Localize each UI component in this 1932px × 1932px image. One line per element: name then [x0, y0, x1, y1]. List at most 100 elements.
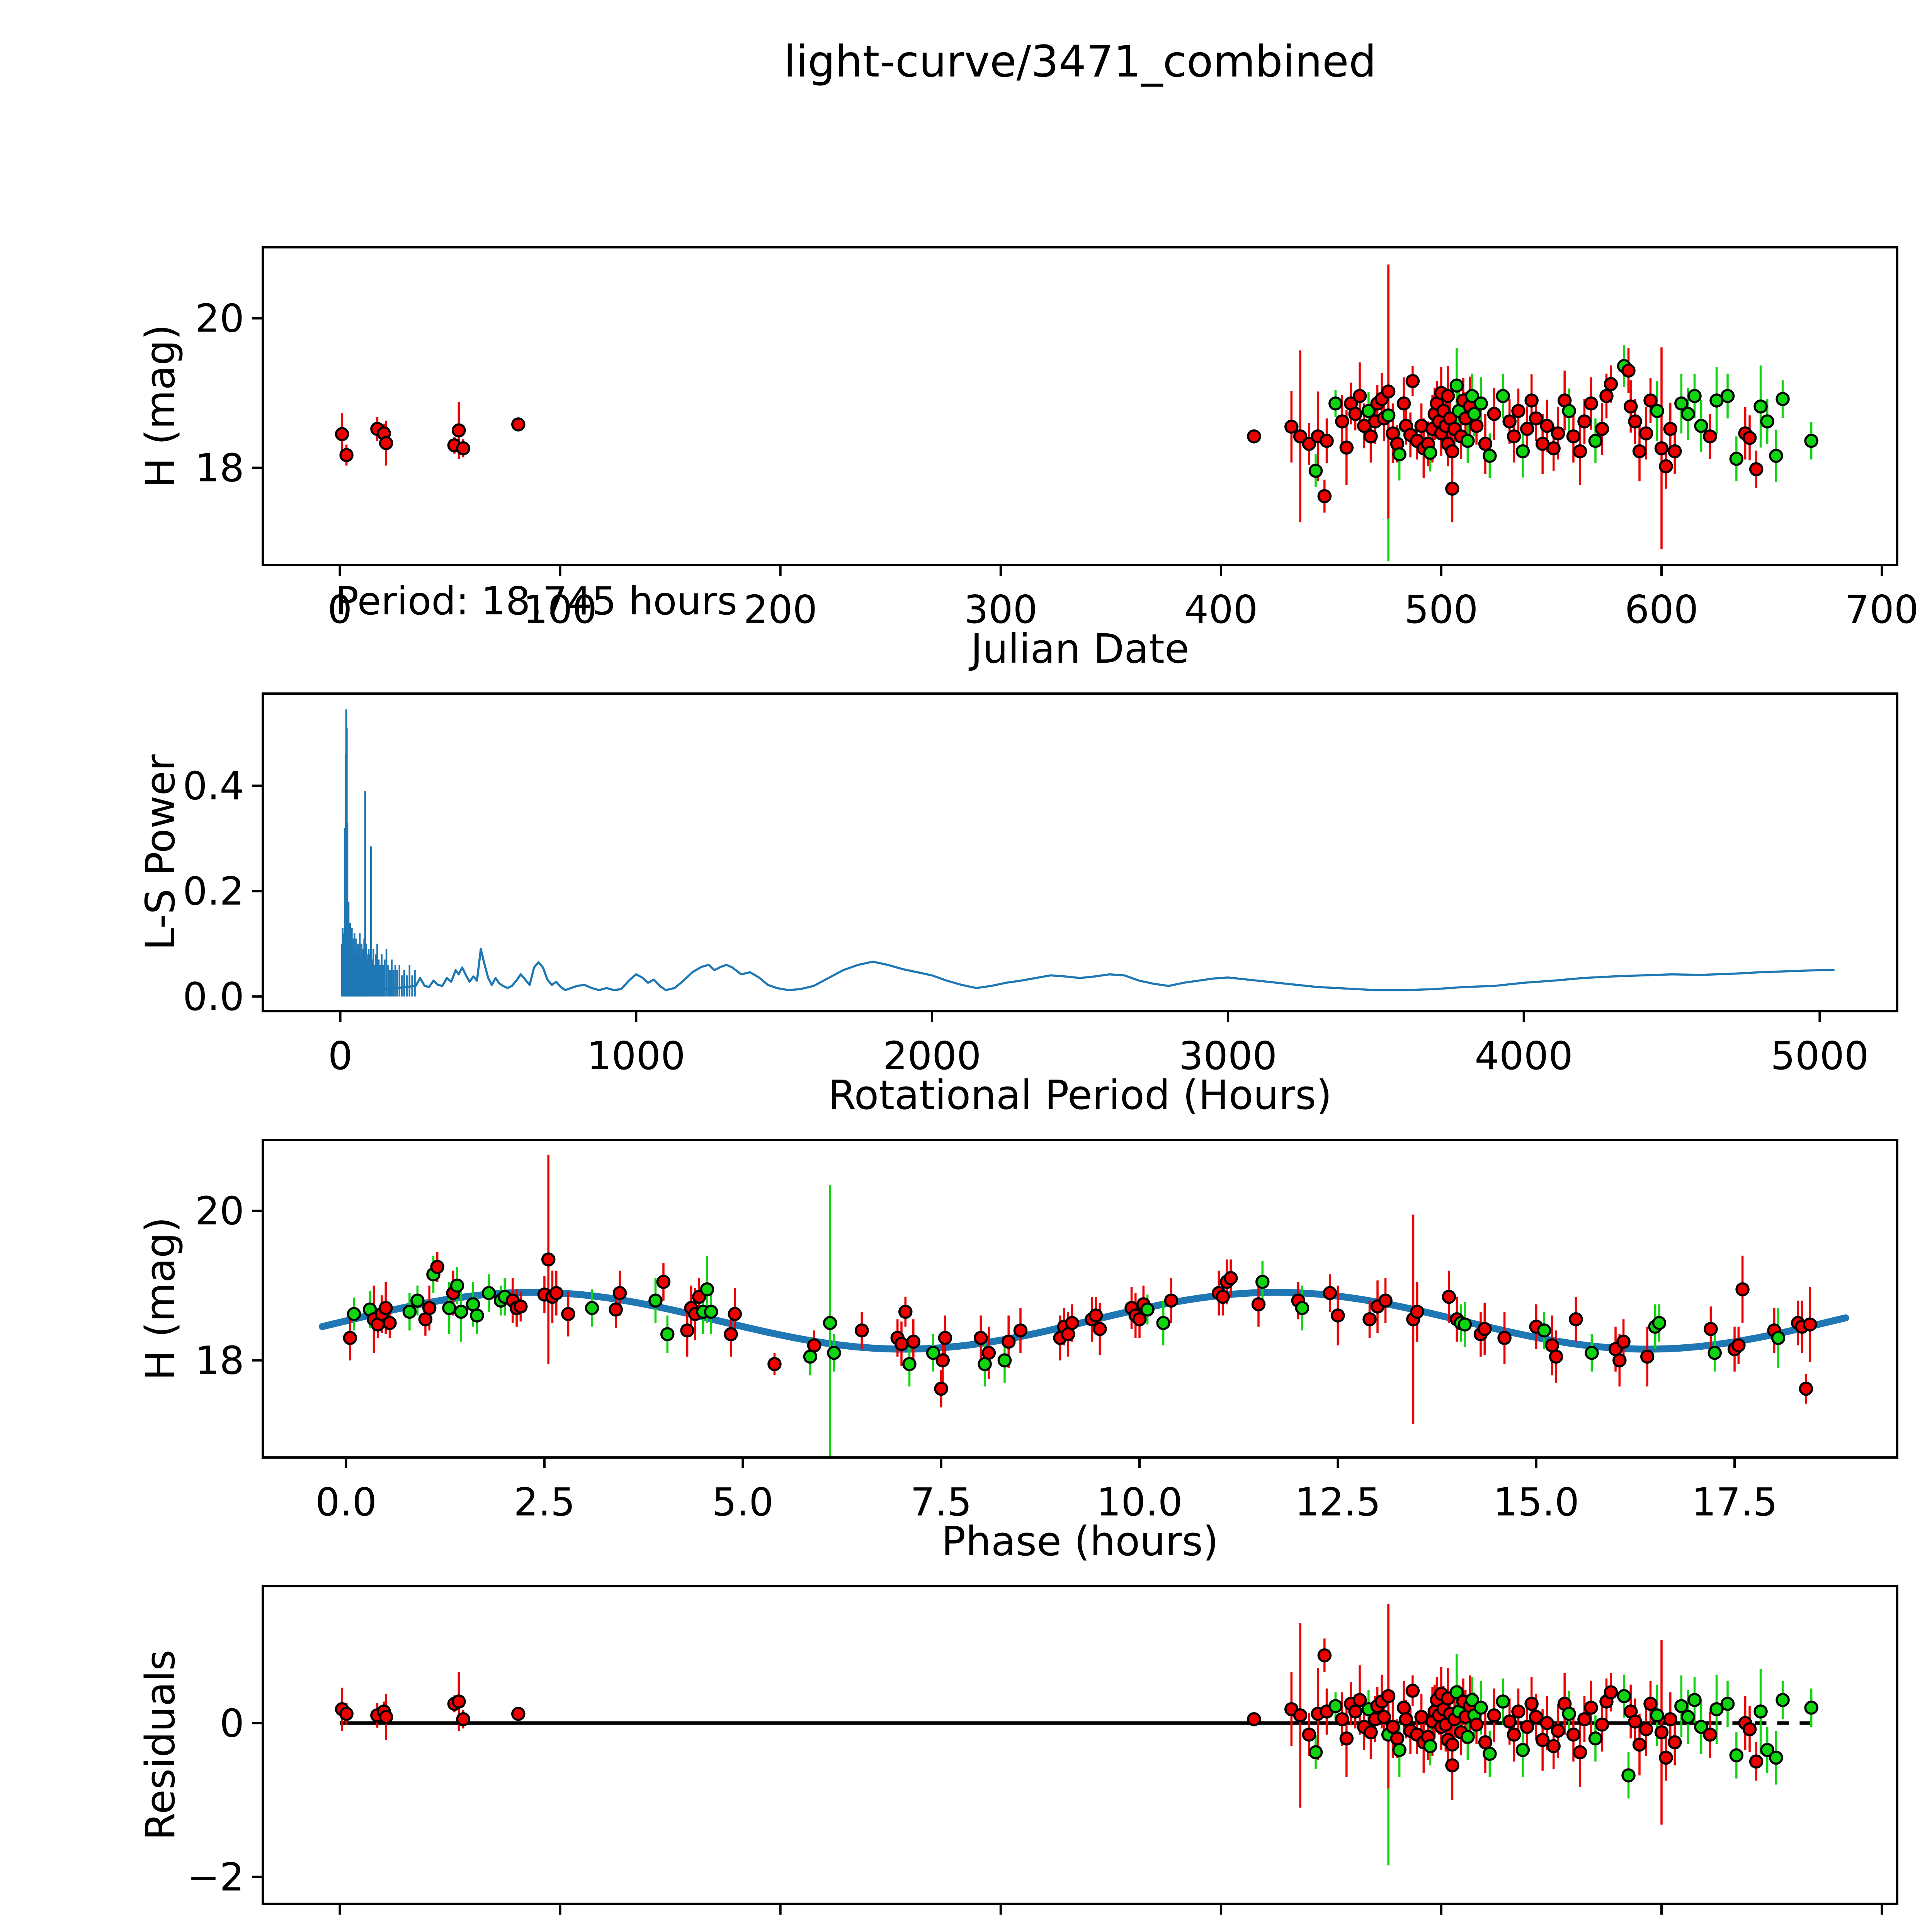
x-tick-label: 5000 [1770, 1033, 1869, 1078]
data-point [1595, 422, 1609, 436]
x-tick-label: 15.0 [1493, 1480, 1579, 1525]
data-point [1502, 414, 1517, 429]
data-point [1639, 426, 1653, 440]
data-point [1364, 1725, 1378, 1740]
data-point [514, 1299, 528, 1314]
data-point [379, 436, 393, 450]
data-point [1423, 1739, 1437, 1753]
data-point [1392, 1743, 1406, 1757]
data-point [1566, 429, 1581, 444]
data-point [1667, 1735, 1682, 1750]
x-tick-label: 7.5 [910, 1480, 972, 1525]
data-point [1377, 1710, 1391, 1724]
x-tick-label: 0 [328, 587, 352, 632]
data-point [1465, 1693, 1479, 1707]
data-point [1639, 1722, 1653, 1736]
data-point [1302, 1727, 1316, 1742]
data-point [1352, 389, 1367, 403]
x-tick-label: 100 [523, 1926, 597, 1932]
data-point [1362, 1312, 1377, 1327]
data-point [1628, 1714, 1642, 1729]
x-tick-label: 5.0 [712, 1480, 774, 1525]
data-point [561, 1307, 575, 1321]
data-point [1616, 1334, 1631, 1349]
data-point [1445, 1737, 1459, 1752]
data-point [1381, 384, 1396, 399]
data-point [894, 1337, 909, 1351]
data-point [728, 1307, 742, 1321]
data-point [1674, 1699, 1689, 1713]
data-point [585, 1301, 599, 1315]
data-point [1511, 1704, 1526, 1719]
data-point [1709, 1702, 1724, 1716]
data-point [1396, 396, 1411, 411]
data-point [1632, 1737, 1647, 1752]
data-point [1478, 437, 1493, 451]
data-point [934, 1381, 948, 1396]
data-point [1399, 1712, 1413, 1726]
data-point [648, 1293, 663, 1308]
data-point [335, 427, 349, 441]
data-point [1604, 1685, 1618, 1699]
x-tick-label: 3000 [1179, 1033, 1277, 1078]
data-point [1585, 1345, 1599, 1360]
data-point [974, 1331, 988, 1345]
y-tick-label: 0.2 [183, 869, 244, 914]
data-point [1410, 1304, 1424, 1319]
y-tick-label: 0 [219, 1701, 244, 1746]
data-point [807, 1338, 821, 1353]
x-tick-label: 700 [1845, 1926, 1919, 1932]
data-point [1339, 1731, 1354, 1746]
data-point [1628, 414, 1642, 429]
data-point [1449, 378, 1464, 393]
data-point [1729, 1748, 1744, 1763]
data-point [1156, 1316, 1170, 1330]
data-point [1652, 1316, 1667, 1330]
data-point [1694, 1719, 1708, 1734]
data-point [1549, 1349, 1563, 1364]
data-point [1674, 396, 1689, 411]
data-point [1577, 1712, 1592, 1726]
data-point [1749, 1754, 1764, 1769]
data-point [1308, 1745, 1323, 1760]
data-point [1293, 1708, 1308, 1723]
data-point [1317, 489, 1332, 503]
data-point [926, 1345, 940, 1360]
x-tick-label: 2.5 [514, 1480, 575, 1525]
data-point [827, 1345, 841, 1360]
data-point [1799, 1381, 1813, 1396]
x-tick-label: 500 [1404, 587, 1478, 632]
data-point [680, 1323, 694, 1338]
x-tick-label: 600 [1625, 1926, 1699, 1932]
x-tick-label: 100 [523, 587, 597, 632]
data-point [1569, 1312, 1583, 1327]
xlabel-phase: Phase (hours) [941, 1518, 1219, 1565]
jd-lightcurve-plot: 0 100 200 300 400 500 600 700 18 20 [195, 246, 1919, 632]
data-point [1650, 404, 1664, 418]
y-tick-label: 20 [195, 296, 244, 341]
data-point [549, 1286, 564, 1300]
data-point [1694, 419, 1708, 433]
data-point [1640, 1349, 1655, 1364]
data-point [1659, 1750, 1673, 1765]
data-point [612, 1286, 627, 1300]
data-point [1667, 444, 1682, 459]
data-point [452, 423, 466, 438]
data-point [1577, 414, 1592, 429]
x-tick-label: 300 [964, 1926, 1037, 1932]
data-point [1465, 389, 1479, 403]
data-point [410, 1293, 425, 1308]
data-point [1529, 1710, 1543, 1724]
data-point [1293, 429, 1308, 444]
data-point [1317, 1648, 1332, 1663]
data-point [452, 1694, 466, 1709]
data-point [1681, 407, 1695, 421]
data-point [1703, 1727, 1717, 1742]
data-point [1469, 419, 1484, 433]
x-tick-label: 400 [1184, 1926, 1258, 1932]
data-point [1445, 1758, 1459, 1772]
data-point [997, 1353, 1012, 1367]
data-point [1612, 1353, 1627, 1367]
data-point [1335, 414, 1349, 429]
data-point [1749, 462, 1764, 476]
